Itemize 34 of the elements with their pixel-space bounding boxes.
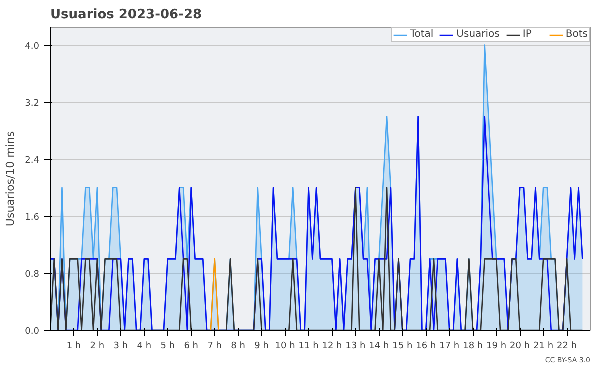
x-tick-label: 12 h — [322, 342, 342, 352]
x-tick-label: 18 h — [463, 342, 484, 352]
x-tick-label: 11 h — [298, 342, 319, 352]
y-tick-label: 4.0 — [25, 42, 40, 52]
x-tick-label: 1 h — [66, 342, 82, 352]
y-tick-label: 2.4 — [25, 156, 40, 166]
x-tick-label: 7 h — [208, 342, 222, 352]
y-tick-label: 0.0 — [25, 327, 40, 337]
x-tick-label: 16 h — [416, 342, 436, 352]
y-tick-label: 1.6 — [25, 212, 40, 223]
x-tick-label: 14 h — [369, 342, 390, 352]
x-tick-label: 10 h — [275, 342, 296, 352]
x-tick-label: 21 h — [534, 342, 554, 352]
x-tick-label: 2 h — [90, 342, 105, 352]
x-tick-label: 3 h — [114, 342, 128, 352]
x-tick-label: 4 h — [137, 342, 152, 352]
x-tick-label: 8 h — [231, 342, 246, 352]
x-tick-label: 6 h — [184, 342, 199, 352]
y-axis-title: Usuarios/10 mins — [4, 131, 18, 227]
legend-label: Total — [410, 29, 434, 40]
x-tick-label: 19 h — [486, 342, 507, 352]
x-tick-label: 17 h — [440, 342, 460, 352]
x-tick-label: 15 h — [392, 342, 413, 352]
legend-label: Bots — [566, 29, 588, 40]
y-tick-label: 0.8 — [25, 270, 40, 280]
x-tick-label: 9 h — [254, 342, 269, 352]
legend-label: Usuarios — [456, 29, 500, 40]
x-tick-label: 5 h — [160, 342, 176, 352]
x-tick-label: 13 h — [346, 342, 366, 352]
y-tick-label: 3.2 — [25, 98, 40, 109]
x-tick-label: 22 h — [557, 342, 578, 352]
legend-label: IP — [522, 29, 533, 40]
x-tick-label: 20 h — [510, 342, 530, 352]
chart-title: Usuarios 2023-06-28 — [50, 8, 202, 22]
